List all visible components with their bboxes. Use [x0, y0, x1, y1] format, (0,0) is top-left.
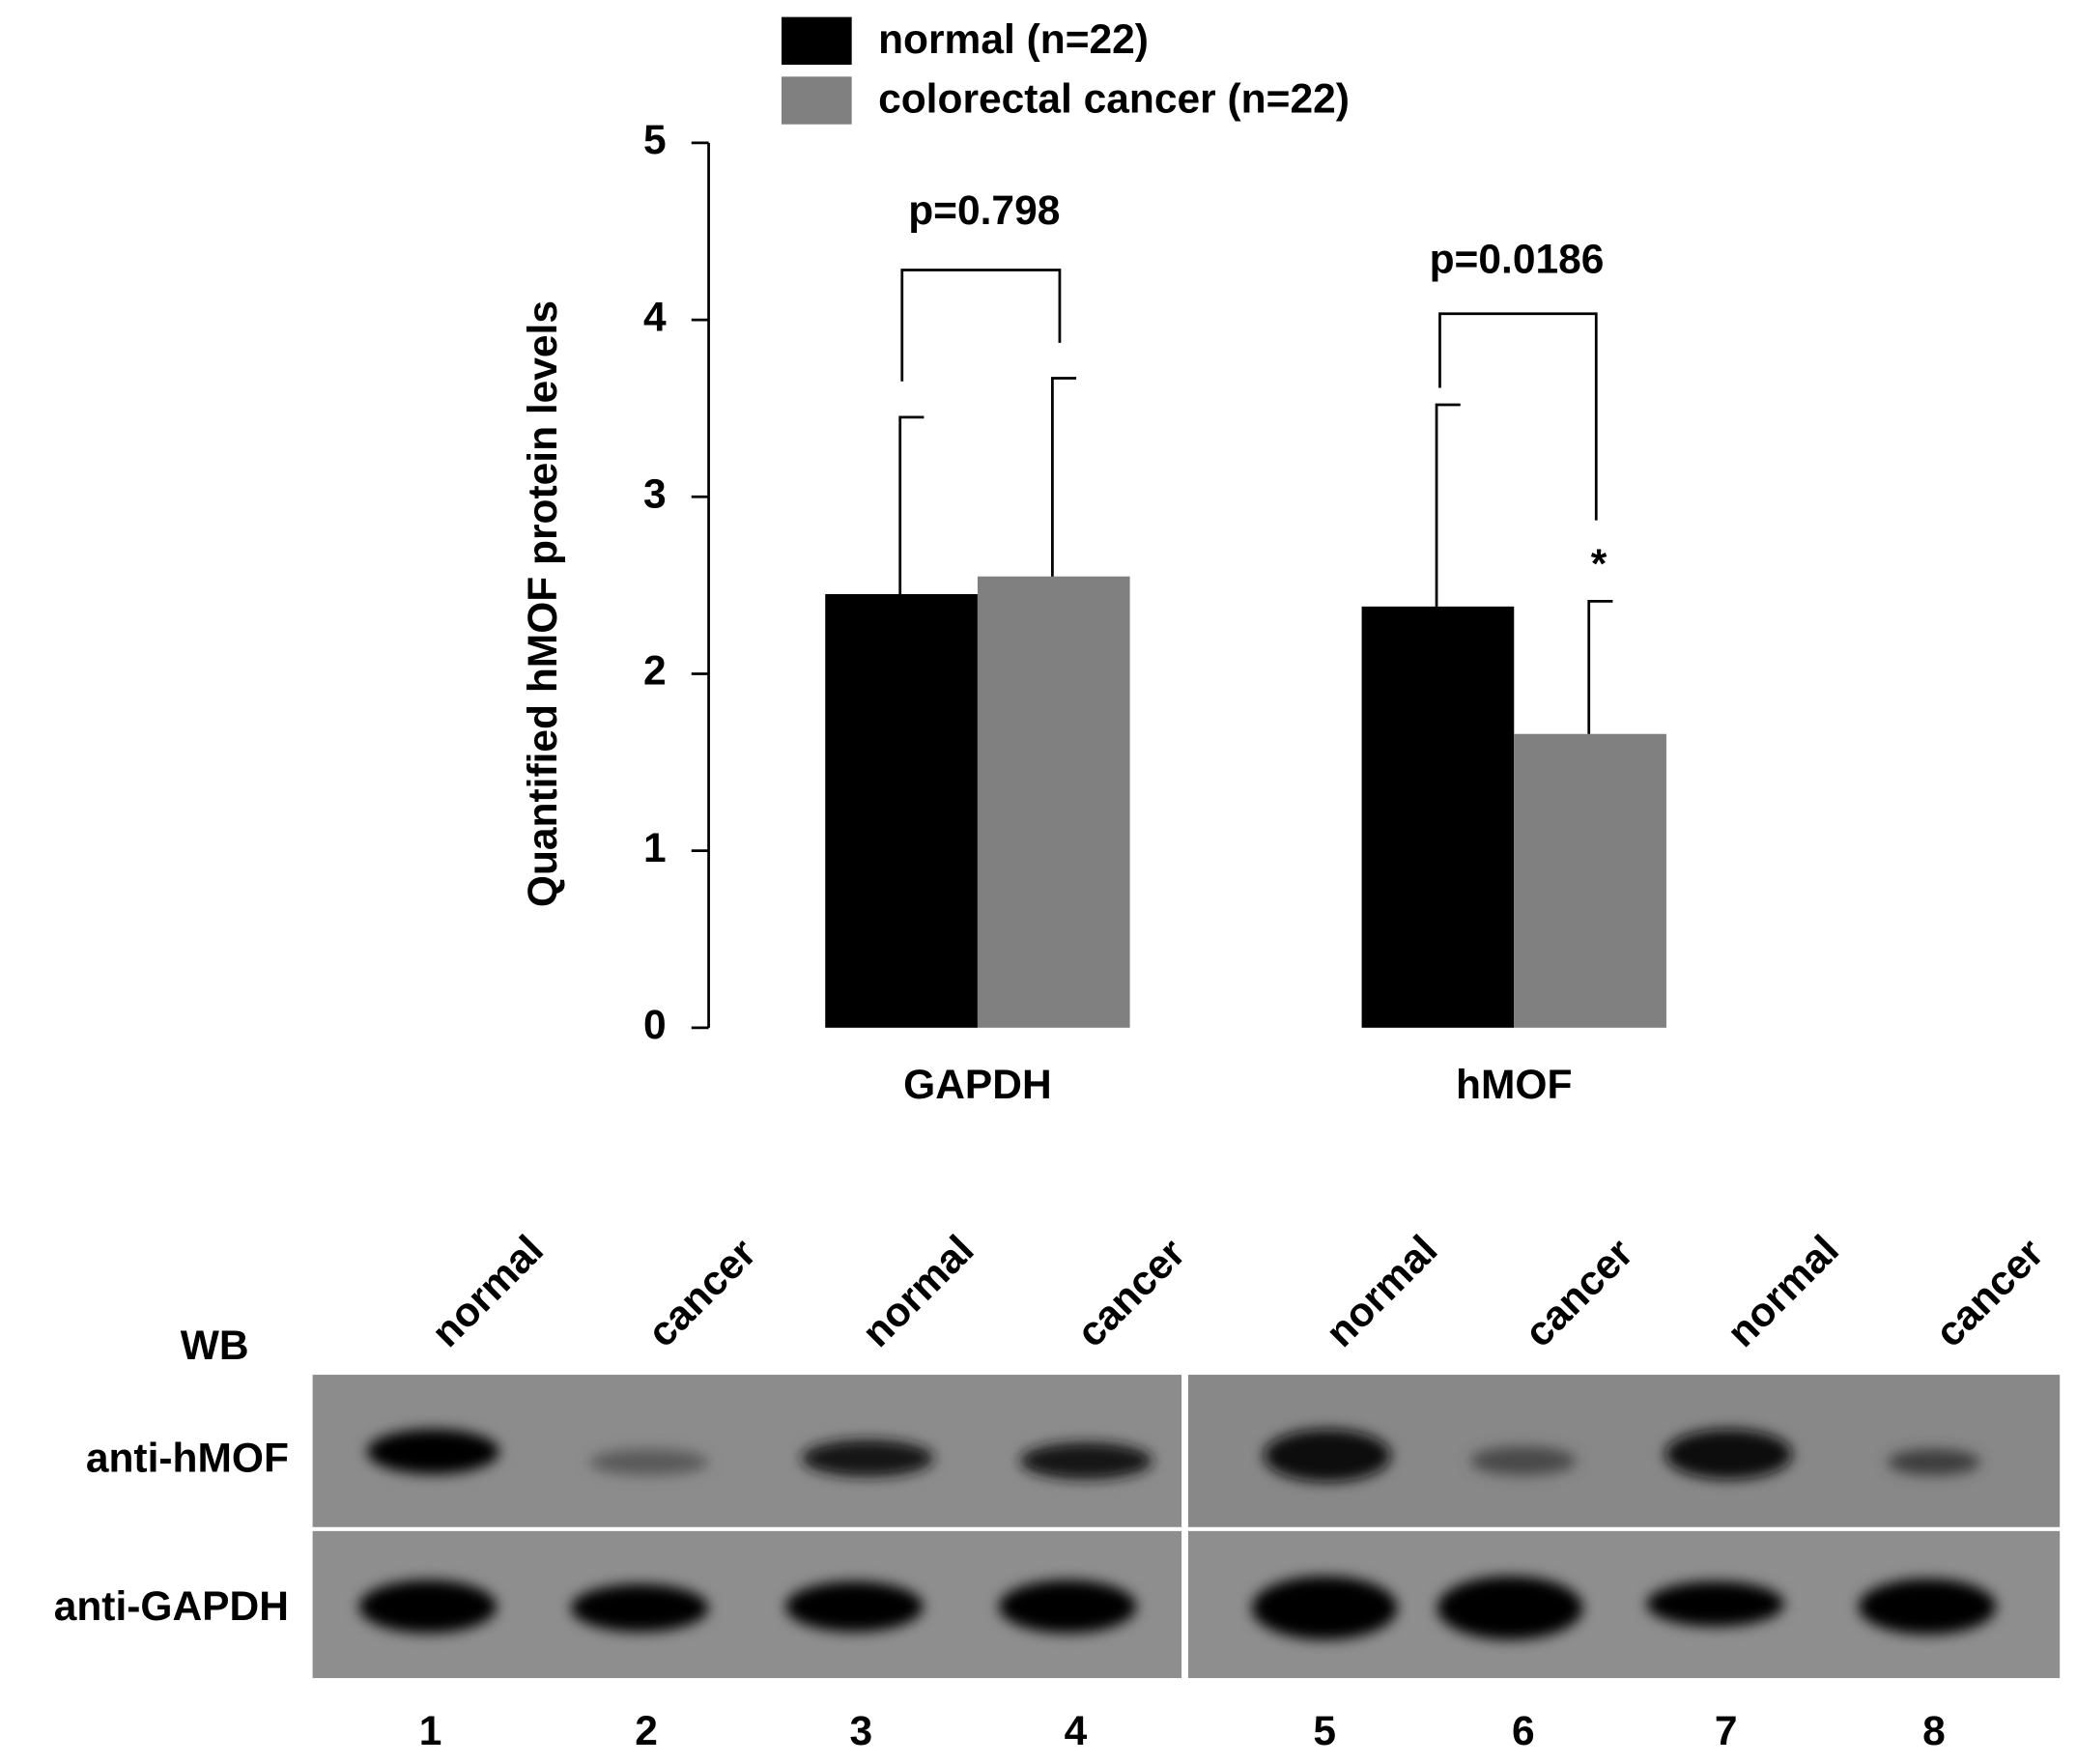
bracket: [1438, 312, 1598, 521]
lane-number: 4: [1065, 1709, 1088, 1754]
x-tick-label: GAPDH: [903, 1063, 1051, 1108]
legend-swatch: [781, 16, 852, 65]
y-axis-label: Quantified hMOF protein levels: [521, 300, 566, 907]
p-value: p=0.798: [908, 188, 1060, 234]
lane-label: normal: [1719, 1227, 1847, 1355]
lane-number: 2: [635, 1709, 658, 1754]
legend-label: normal (n=22): [878, 17, 1149, 63]
x-tick-label: hMOF: [1456, 1063, 1572, 1108]
band: [1664, 1429, 1793, 1480]
lane-number: 5: [1313, 1709, 1336, 1754]
lane-label: cancer: [1517, 1231, 1642, 1356]
y-tick-label: 2: [643, 649, 667, 695]
band: [1887, 1448, 1980, 1476]
error-bar: [1051, 377, 1077, 577]
band: [1437, 1576, 1583, 1640]
band: [1646, 1580, 1784, 1627]
lane-label: cancer: [1068, 1231, 1194, 1356]
lane-label: normal: [1318, 1227, 1446, 1355]
row-label: anti-hMOF: [86, 1436, 289, 1481]
lane-label: normal: [423, 1227, 552, 1355]
legend-label: colorectal cancer (n=22): [878, 77, 1350, 123]
band: [570, 1583, 709, 1633]
band: [1019, 1442, 1152, 1480]
band: [801, 1439, 934, 1477]
wb-label: WB: [181, 1323, 249, 1369]
bar: [1361, 606, 1515, 1028]
error-bar: [1435, 403, 1461, 607]
y-tick-label: 3: [643, 471, 667, 517]
significance-star: *: [1591, 542, 1608, 587]
p-value: p=0.0186: [1430, 238, 1605, 283]
lane-number: 1: [419, 1709, 442, 1754]
lane-label: normal: [854, 1227, 982, 1355]
lane-number: 8: [1922, 1709, 1946, 1754]
band: [366, 1429, 499, 1474]
lane-label: cancer: [640, 1231, 765, 1356]
band: [589, 1448, 709, 1476]
bar: [1514, 733, 1666, 1028]
lane-label: cancer: [1927, 1231, 2053, 1356]
bar: [977, 576, 1130, 1028]
bracket: [900, 269, 1062, 382]
error-bar: [1587, 599, 1613, 734]
y-tick-label: 5: [643, 118, 667, 163]
lane-number: 7: [1715, 1709, 1738, 1754]
lane-number: 3: [849, 1709, 872, 1754]
lane-number: 6: [1512, 1709, 1535, 1754]
row-label: anti-GAPDH: [54, 1584, 289, 1630]
y-tick-label: 4: [643, 295, 667, 340]
y-tick-label: 0: [643, 1003, 667, 1048]
band: [998, 1579, 1137, 1634]
bar: [825, 594, 978, 1028]
band: [1251, 1576, 1398, 1640]
y-tick-label: 1: [643, 826, 667, 871]
band: [785, 1580, 924, 1633]
band: [1858, 1579, 1997, 1635]
band: [1264, 1429, 1391, 1483]
error-bar: [898, 415, 925, 595]
band: [1470, 1446, 1577, 1476]
bands: [358, 1429, 1997, 1640]
band: [358, 1579, 498, 1634]
legend-swatch: [781, 76, 852, 125]
blot: WB anti-hMOF anti-GAPDH: [54, 1323, 2061, 1679]
